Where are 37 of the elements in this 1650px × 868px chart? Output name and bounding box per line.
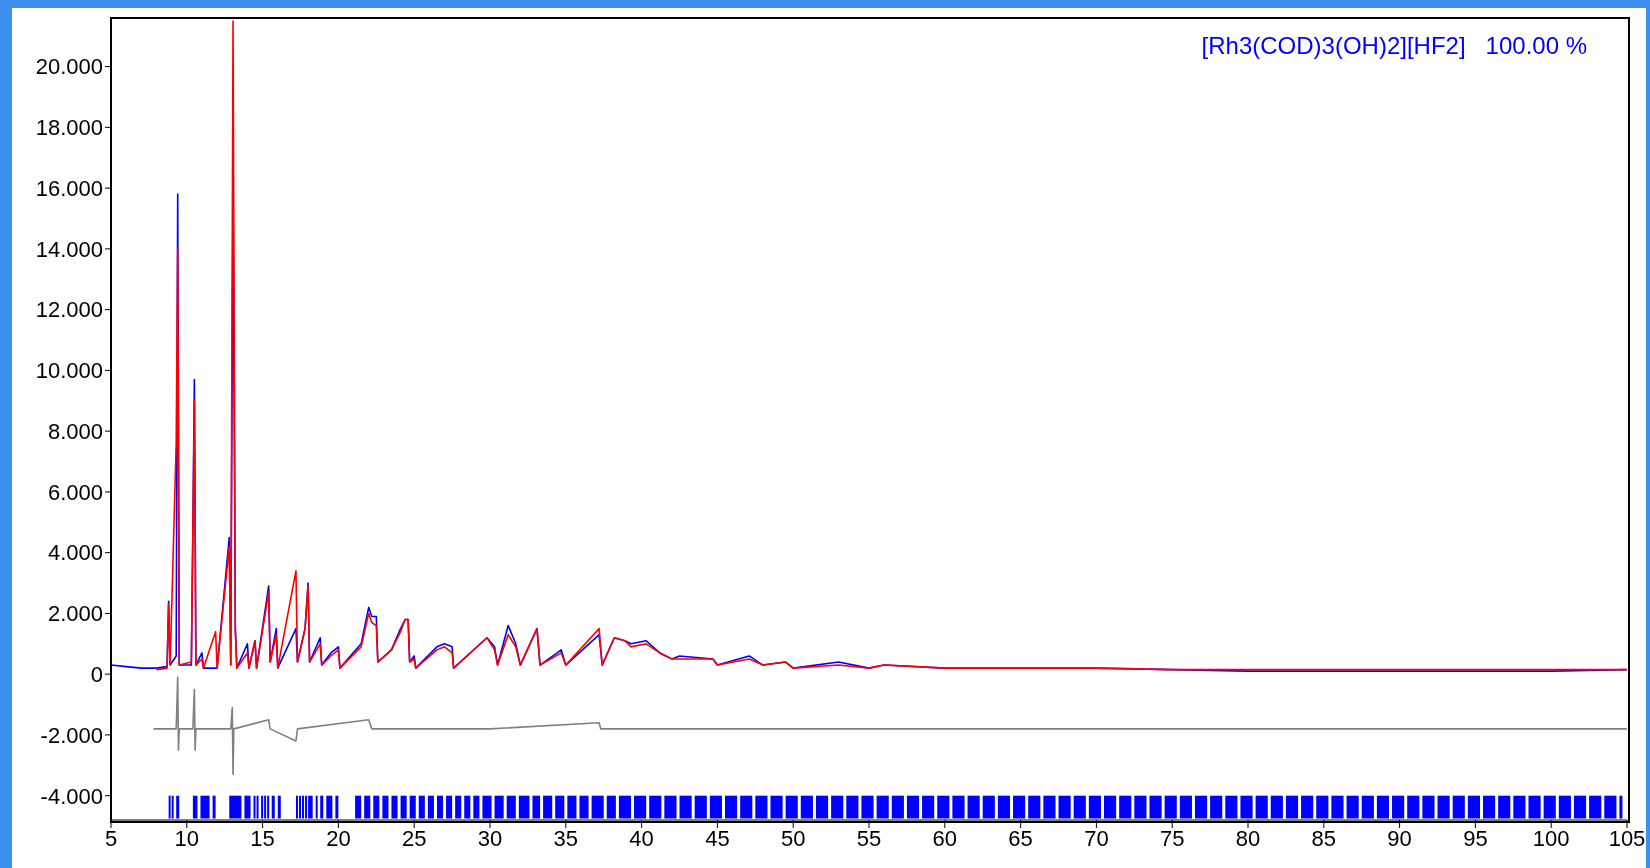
x-tick-label: 30 <box>477 825 503 851</box>
y-tick-label: 12.000 <box>35 297 103 323</box>
y-tick-label: -4.000 <box>40 783 103 809</box>
x-tick-label: 75 <box>1159 825 1185 851</box>
y-tick-label: 0 <box>90 661 103 687</box>
x-tick-label: 20 <box>326 825 351 851</box>
x-tick-label: 45 <box>705 825 730 851</box>
x-tick-label: 65 <box>1008 825 1033 851</box>
x-tick-label: 15 <box>250 825 275 851</box>
x-tick-label: 55 <box>856 825 882 851</box>
x-tick-label: 40 <box>629 825 654 851</box>
line-series <box>155 20 1627 671</box>
x-tick-label: 90 <box>1387 825 1412 851</box>
x-tick-label: 35 <box>553 825 579 851</box>
y-tick-label: 16.000 <box>35 175 103 201</box>
x-tick-label: 105 <box>1608 825 1646 851</box>
y-tick-label: 14.000 <box>35 236 103 262</box>
y-tick-label: 4.000 <box>47 540 103 566</box>
x-tick-label: 100 <box>1532 825 1570 851</box>
x-tick-label: 70 <box>1084 825 1109 851</box>
y-tick-label: 18.000 <box>35 115 103 141</box>
y-tick-label: 20.000 <box>35 54 103 80</box>
annotation: [Rh3(COD)3(OH)2][HF2] 100.00 % <box>1201 32 1587 60</box>
line-series <box>152 676 1627 776</box>
y-tick-label: 2.000 <box>47 601 103 627</box>
x-tick-label: 10 <box>174 825 200 851</box>
x-tick-label: 5 <box>104 825 118 851</box>
x-tick-label: 50 <box>780 825 806 851</box>
y-tick-label: 10.000 <box>35 358 103 384</box>
x-tick-label: 25 <box>401 825 427 851</box>
y-tick-label: -2.000 <box>40 722 103 748</box>
y-tick-label: 8.000 <box>47 418 103 444</box>
y-tick-label: 6.000 <box>47 479 103 505</box>
x-tick-label: 60 <box>932 825 958 851</box>
x-tick-label: 85 <box>1311 825 1337 851</box>
x-tick-label: 80 <box>1235 825 1261 851</box>
x-tick-label: 95 <box>1463 825 1488 851</box>
